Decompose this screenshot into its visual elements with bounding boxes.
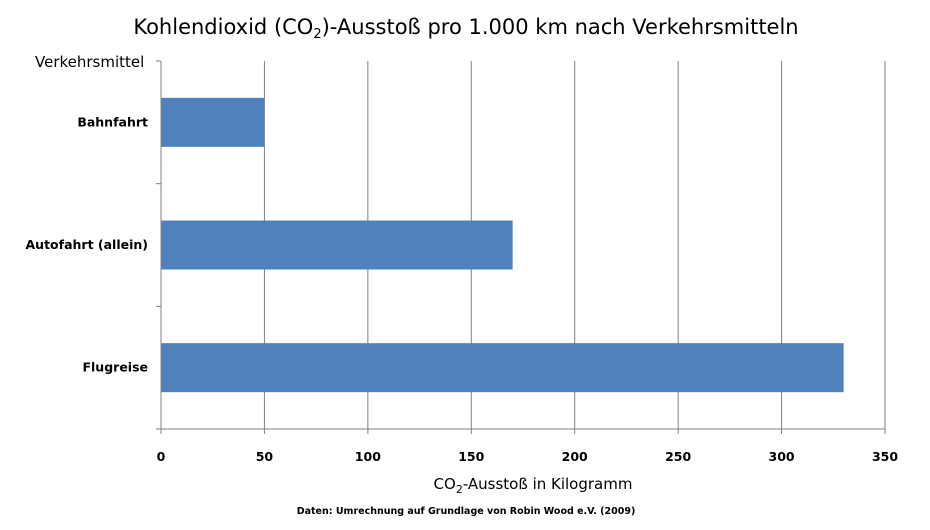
x-axis-title-part-1: CO: [434, 475, 456, 493]
x-axis-title: CO2-Ausstoß in Kilogramm: [434, 475, 633, 496]
category-label: Flugreise: [82, 360, 148, 375]
x-tick-label: 300: [769, 449, 795, 464]
bar: [161, 220, 513, 270]
x-tick-label: 200: [562, 449, 588, 464]
chart-title-subscript: 2: [313, 27, 321, 42]
bar: [161, 97, 265, 147]
chart-title: Kohlendioxid (CO2)-Ausstoß pro 1.000 km …: [133, 15, 798, 42]
category-label: Autofahrt (allein): [26, 237, 149, 252]
x-tick-label: 250: [665, 449, 691, 464]
x-tick-label: 350: [872, 449, 898, 464]
category-labels: Bahnfahrt Autofahrt (allein) Flugreise: [26, 114, 149, 374]
x-tick-label: 100: [355, 449, 381, 464]
chart-title-part-1: Kohlendioxid (CO: [133, 15, 313, 39]
chart-title-part-2: )-Ausstoß pro 1.000 km nach Verkehrsmitt…: [322, 15, 799, 39]
bars: [161, 97, 844, 393]
x-tick-label: 150: [458, 449, 484, 464]
x-tick-label: 0: [157, 449, 166, 464]
category-label: Bahnfahrt: [77, 114, 148, 129]
x-tick-label: 50: [256, 449, 274, 464]
source-note: Daten: Umrechnung auf Grundlage von Robi…: [297, 506, 636, 517]
x-axis-title-subscript: 2: [456, 483, 463, 496]
y-axis-title: Verkehrsmittel: [35, 53, 144, 71]
bar: [161, 343, 844, 393]
axes: [156, 60, 886, 434]
x-tick-labels: 0 50 100 150 200 250 300 350: [157, 449, 899, 464]
x-axis-title-part-2: -Ausstoß in Kilogramm: [463, 475, 633, 493]
